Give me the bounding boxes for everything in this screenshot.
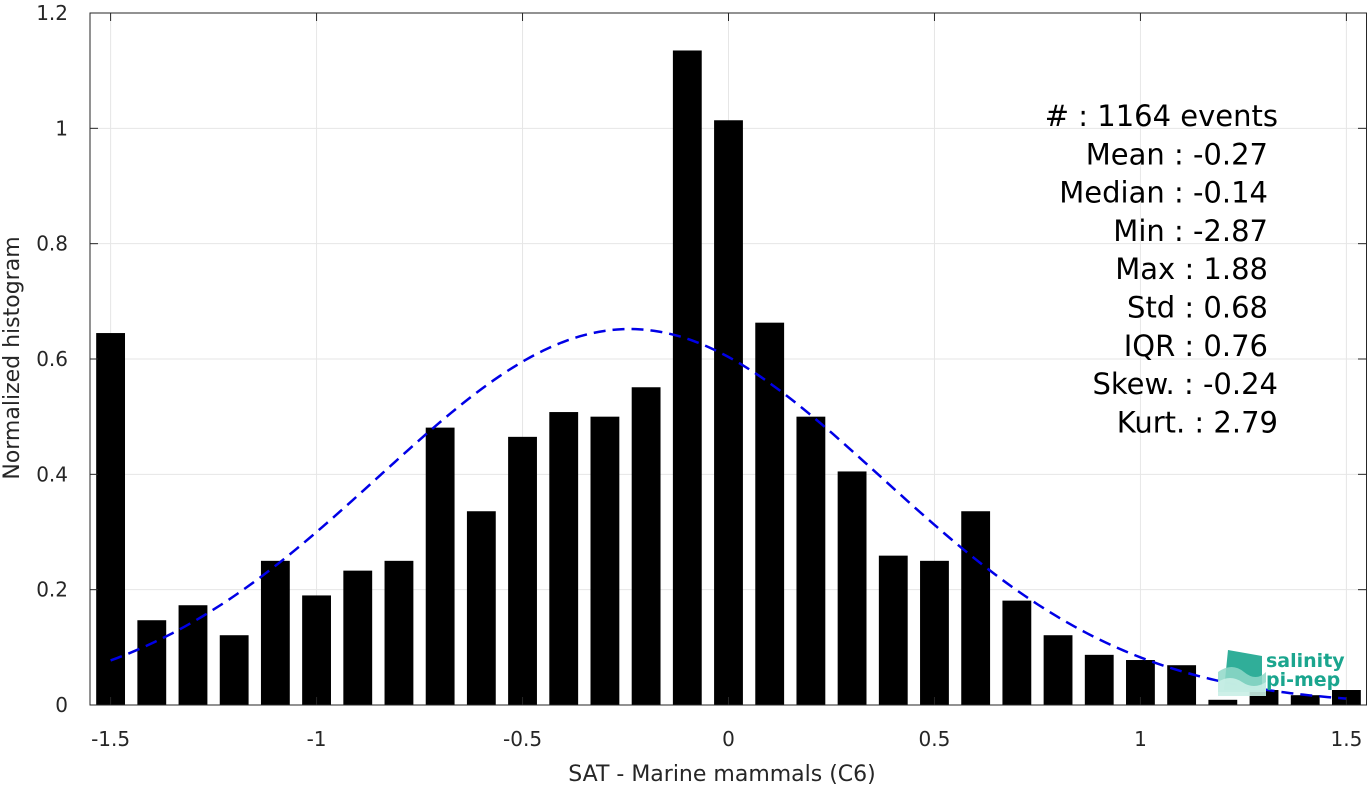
- bar-27: [1208, 699, 1238, 705]
- y-tick-label-0: 0: [55, 693, 68, 717]
- y-tick-label-3: 0.6: [36, 347, 68, 371]
- x-tick-label-2: -0.5: [503, 727, 542, 751]
- bar-3: [219, 635, 249, 705]
- bar-20: [920, 560, 949, 705]
- y-tick-label-6: 1.2: [36, 1, 68, 25]
- bar-2: [178, 605, 208, 705]
- stat-line-1: Mean : -0.27: [1086, 137, 1268, 171]
- x-tick-label-0: -1.5: [91, 727, 130, 751]
- x-tick-label-1: -1: [307, 727, 327, 751]
- bar-23: [1043, 635, 1073, 705]
- logo-text-salinity: salinity: [1266, 650, 1345, 672]
- x-tick-label-3: 0: [722, 727, 735, 751]
- bar-26: [1167, 665, 1197, 705]
- x-tick-label-6: 1.5: [1330, 727, 1362, 751]
- y-tick-label-2: 0.4: [36, 462, 68, 486]
- y-axis-label: Normalized histogram: [0, 236, 25, 479]
- bar-5: [302, 595, 331, 705]
- histogram-bars: [96, 50, 1361, 705]
- bar-6: [343, 570, 373, 705]
- bar-14: [672, 50, 702, 705]
- y-tick-label-5: 1: [55, 116, 68, 140]
- stat-line-3: Min : -2.87: [1113, 214, 1268, 248]
- bar-24: [1084, 654, 1114, 705]
- bar-13: [631, 387, 661, 705]
- logo-wave-icon: [1218, 650, 1266, 696]
- stat-line-6: IQR : 0.76: [1124, 329, 1268, 363]
- bar-0: [96, 333, 126, 705]
- bar-18: [837, 471, 867, 705]
- x-axis-label: SAT - Marine mammals (C6): [568, 762, 876, 785]
- bar-16: [755, 322, 785, 705]
- bar-29: [1290, 695, 1320, 705]
- y-tick-labels: 0 0.2 0.4 0.6 0.8 1 1.2: [36, 1, 68, 717]
- x-tick-labels: -1.5 -1 -0.5 0 0.5 1 1.5: [91, 727, 1362, 751]
- y-tick-label-1: 0.2: [36, 578, 68, 602]
- x-tick-label-5: 1: [1134, 727, 1147, 751]
- stat-line-0: # : 1164 events: [1045, 99, 1278, 133]
- bar-15: [714, 120, 743, 705]
- bar-10: [508, 436, 537, 705]
- stat-line-2: Median : -0.14: [1059, 176, 1268, 210]
- bar-9: [466, 511, 496, 705]
- y-tick-label-4: 0.8: [36, 232, 68, 256]
- logo-text-pi-mep: pi-mep: [1266, 669, 1340, 691]
- bar-11: [549, 412, 579, 705]
- bar-7: [384, 560, 414, 705]
- bar-12: [590, 416, 620, 705]
- stat-line-4: Max : 1.88: [1115, 252, 1268, 286]
- statistics-box: # : 1164 events Mean : -0.27 Median : -0.1…: [1045, 99, 1278, 439]
- bar-21: [961, 511, 991, 705]
- normal-fit-curve: [110, 327, 1347, 700]
- bar-19: [878, 555, 908, 705]
- salinity-pi-mep-logo: salinity pi-mep: [1218, 650, 1345, 696]
- x-tick-label-4: 0.5: [919, 727, 951, 751]
- bar-4: [260, 560, 290, 705]
- stat-line-7: Skew. : -0.24: [1092, 367, 1278, 401]
- bar-17: [796, 416, 826, 705]
- stat-line-8: Kurt. : 2.79: [1117, 405, 1278, 439]
- bar-1: [137, 620, 167, 705]
- bar-22: [1002, 600, 1032, 705]
- bar-8: [425, 427, 455, 705]
- stat-line-5: Std : 0.68: [1127, 291, 1268, 325]
